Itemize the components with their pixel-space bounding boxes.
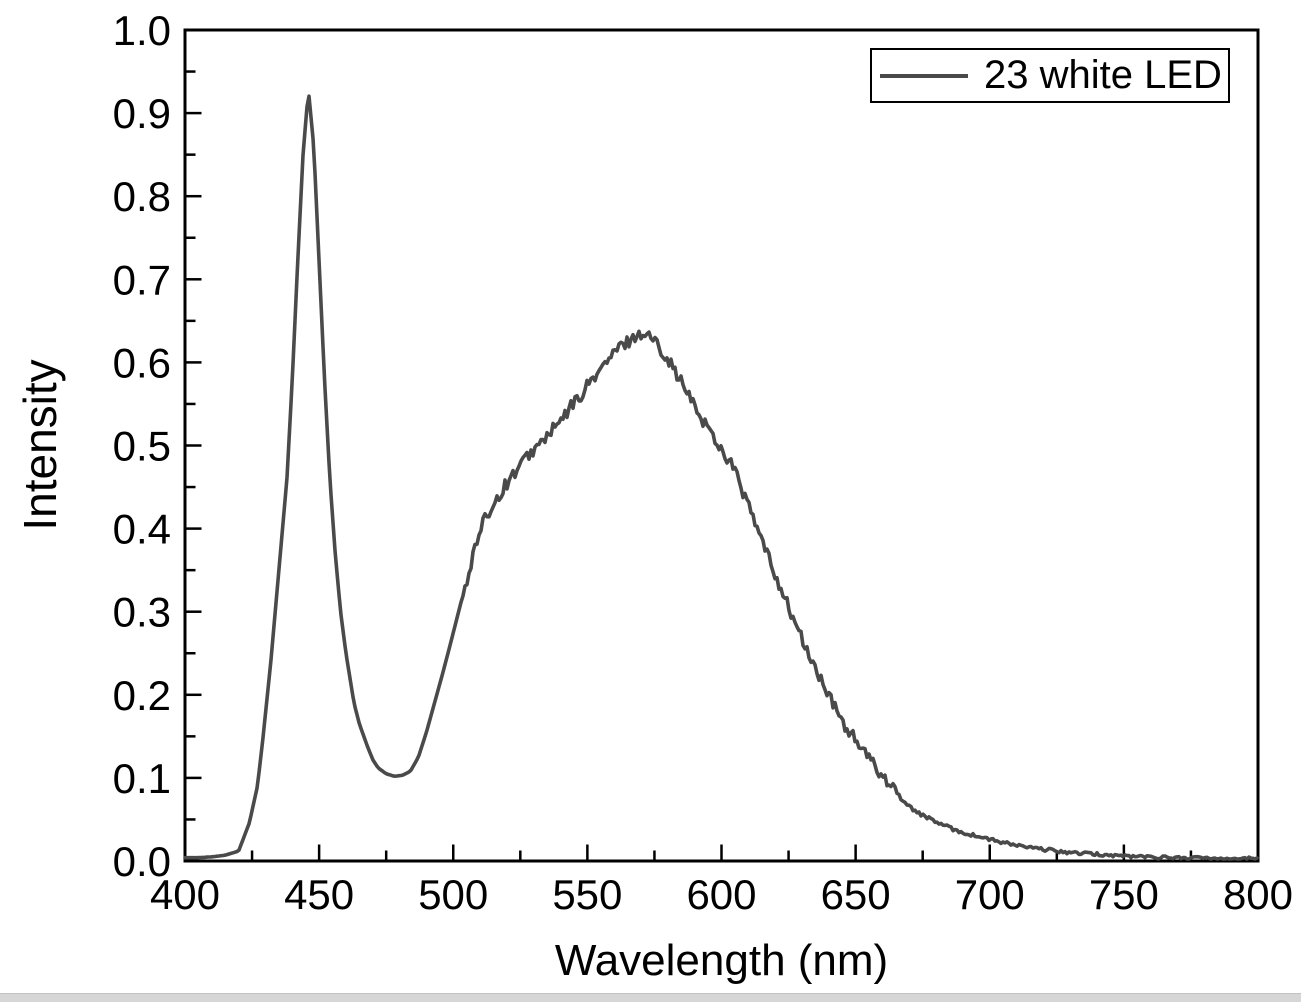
y-tick-label: 0.7: [113, 256, 171, 303]
y-tick-label: 0.4: [113, 506, 171, 553]
spectrum-line: [183, 94, 1259, 861]
y-tick-label: 0.1: [113, 755, 171, 802]
y-tick-label: 0.8: [113, 173, 171, 220]
x-axis-title: Wavelength (nm): [554, 936, 889, 985]
y-axis-title: Intensity: [14, 359, 66, 531]
x-tick-label: 600: [686, 871, 756, 918]
legend-label: 23 white LED: [984, 53, 1222, 97]
y-tick-label: 0.9: [113, 90, 171, 137]
x-tick-label: 800: [1223, 871, 1293, 918]
legend: 23 white LED: [870, 48, 1230, 103]
x-tick-label: 750: [1089, 871, 1159, 918]
y-tick-label: 0.3: [113, 589, 171, 636]
x-tick-label: 550: [552, 871, 622, 918]
x-tick-label: 400: [150, 871, 220, 918]
y-tick-label: 0.2: [113, 672, 171, 719]
y-tick-label: 0.5: [113, 423, 171, 470]
legend-line-swatch: [880, 73, 968, 78]
x-tick-label: 700: [955, 871, 1025, 918]
x-tick-label: 650: [821, 871, 891, 918]
window-bottom-edge: [0, 993, 1301, 1002]
y-tick-label: 0.6: [113, 339, 171, 386]
x-tick-label: 450: [284, 871, 354, 918]
x-tick-label: 500: [418, 871, 488, 918]
y-tick-label: 0.0: [113, 838, 171, 885]
plot-frame: [183, 28, 1260, 863]
y-tick-label: 1.0: [113, 7, 171, 54]
